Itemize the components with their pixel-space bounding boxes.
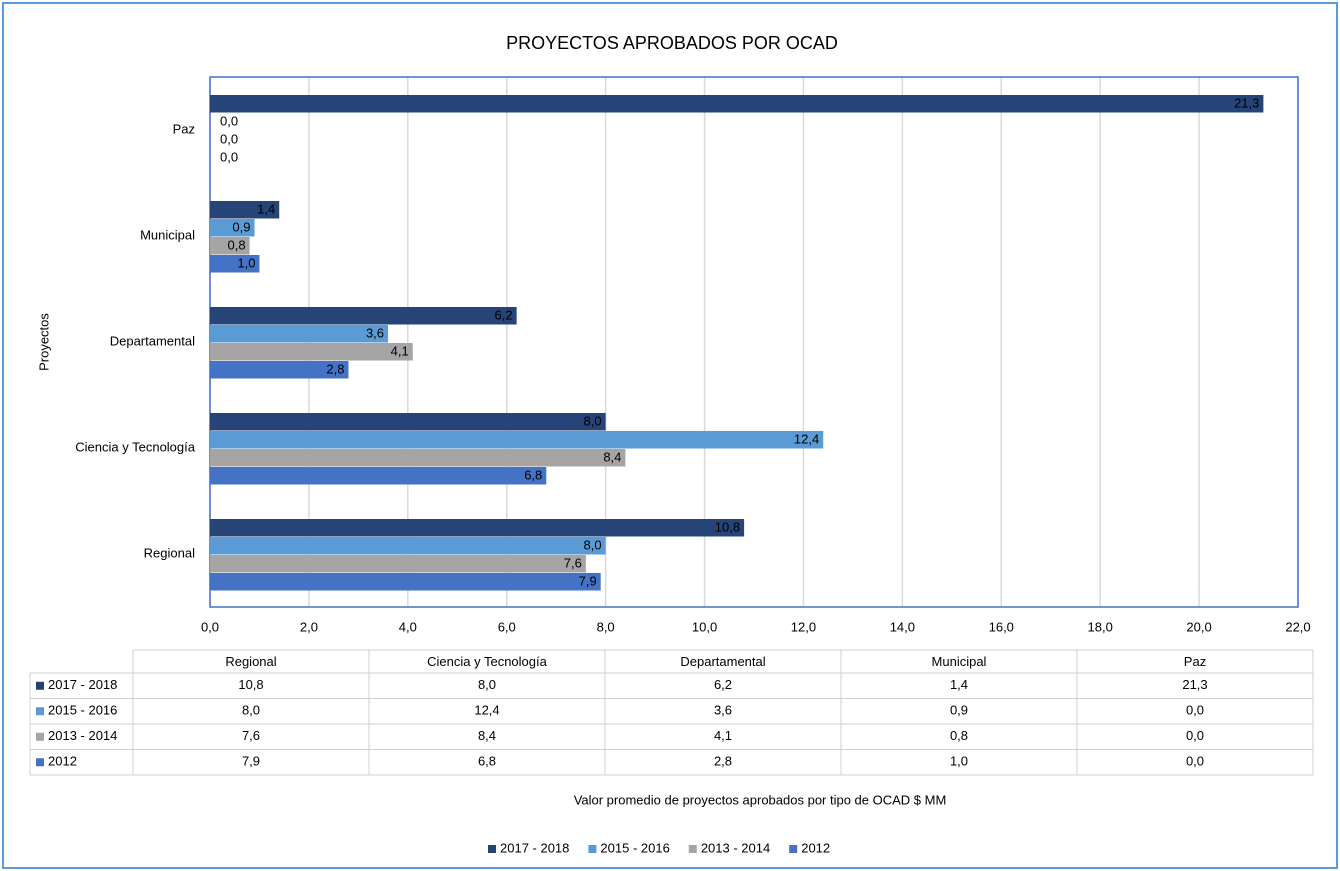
- legend-key: [488, 845, 496, 853]
- table-header: Ciencia y Tecnología: [427, 654, 547, 669]
- bar: [210, 95, 1264, 113]
- bar: [210, 255, 260, 273]
- data-label: 6,8: [524, 467, 542, 482]
- chart-title: PROYECTOS APROBADOS POR OCAD: [506, 33, 838, 53]
- table-legend-key: [36, 707, 44, 716]
- table-cell: 6,8: [478, 754, 496, 769]
- table-cell: 6,2: [714, 677, 732, 692]
- legend-label: 2017 - 2018: [500, 840, 569, 855]
- legend-label: 2015 - 2016: [600, 840, 669, 855]
- table-cell: 21,3: [1182, 677, 1207, 692]
- data-label: 0,0: [220, 131, 238, 146]
- legend-label: 2012: [801, 840, 830, 855]
- legend-key: [688, 845, 697, 853]
- table-cell: 4,1: [714, 728, 732, 743]
- table-cell: 8,0: [242, 703, 260, 718]
- legend-key: [789, 845, 798, 853]
- bar: [210, 343, 413, 361]
- table-legend-key: [36, 681, 44, 690]
- table-cell: 8,0: [478, 677, 496, 692]
- data-label: 1,0: [237, 255, 255, 270]
- data-label: 8,0: [584, 413, 602, 428]
- bar: [210, 519, 745, 537]
- table-cell: 0,0: [1186, 703, 1204, 718]
- table-cell: 7,9: [242, 754, 260, 769]
- table-cell: 10,8: [238, 677, 263, 692]
- table-row-label: 2017 - 2018: [48, 677, 117, 692]
- table-legend-key: [36, 758, 44, 767]
- bar: [210, 467, 547, 485]
- legend-key: [588, 845, 597, 853]
- table-cell: 1,4: [950, 677, 968, 692]
- bar: [210, 431, 824, 449]
- x-tick-label: 12,0: [791, 619, 816, 634]
- bar: [210, 201, 280, 219]
- bar: [210, 449, 626, 467]
- table-cell: 8,4: [478, 728, 496, 743]
- y-tick-label: Regional: [144, 545, 195, 560]
- x-tick-label: 8,0: [597, 619, 615, 634]
- x-tick-label: 22,0: [1285, 619, 1310, 634]
- y-tick-label: Ciencia y Tecnología: [75, 439, 195, 454]
- table-row-label: 2015 - 2016: [48, 703, 117, 718]
- table-row-label: 2013 - 2014: [48, 728, 117, 743]
- table-cell: 0,0: [1186, 728, 1204, 743]
- data-label: 12,4: [794, 431, 819, 446]
- table-cell: 12,4: [474, 703, 499, 718]
- data-label: 0,8: [227, 237, 245, 252]
- bar: [210, 573, 601, 591]
- bar: [210, 219, 255, 237]
- x-tick-label: 6,0: [498, 619, 516, 634]
- data-label: 2,8: [326, 361, 344, 376]
- x-tick-label: 20,0: [1186, 619, 1211, 634]
- table-cell: 2,8: [714, 754, 732, 769]
- y-tick-label: Paz: [173, 121, 195, 136]
- table-header: Departamental: [680, 654, 765, 669]
- table-cell: 0,0: [1186, 754, 1204, 769]
- table-cell: 3,6: [714, 703, 732, 718]
- data-label: 1,4: [257, 201, 275, 216]
- data-label: 0,0: [220, 113, 238, 128]
- x-axis-title: Valor promedio de proyectos aprobados po…: [574, 792, 947, 807]
- table-row-label: 2012: [48, 754, 77, 769]
- data-label: 21,3: [1234, 95, 1259, 110]
- x-tick-label: 4,0: [399, 619, 417, 634]
- bar: [210, 325, 389, 343]
- bar: [210, 361, 349, 379]
- y-tick-label: Municipal: [140, 227, 195, 242]
- data-label: 6,2: [495, 307, 513, 322]
- y-tick-label: Departamental: [110, 333, 195, 348]
- bar: [210, 237, 250, 255]
- bar: [210, 537, 606, 555]
- bar: [210, 555, 586, 573]
- table-legend-key: [36, 732, 44, 741]
- data-label: 7,6: [564, 555, 582, 570]
- data-label: 8,0: [584, 537, 602, 552]
- table-header: Regional: [225, 654, 276, 669]
- y-axis-title: Proyectos: [36, 313, 51, 371]
- data-label: 10,8: [715, 519, 740, 534]
- data-label: 0,0: [220, 149, 238, 164]
- legend-label: 2013 - 2014: [701, 840, 770, 855]
- table-header: Municipal: [932, 654, 987, 669]
- x-tick-label: 16,0: [989, 619, 1014, 634]
- table-cell: 7,6: [242, 728, 260, 743]
- x-tick-label: 14,0: [890, 619, 915, 634]
- x-tick-label: 0,0: [201, 619, 219, 634]
- table-cell: 1,0: [950, 754, 968, 769]
- data-label: 3,6: [366, 325, 384, 340]
- data-label: 4,1: [391, 343, 409, 358]
- table-cell: 0,8: [950, 728, 968, 743]
- data-label: 7,9: [579, 573, 597, 588]
- x-tick-label: 2,0: [300, 619, 318, 634]
- table-cell: 0,9: [950, 703, 968, 718]
- data-label: 8,4: [603, 449, 621, 464]
- data-label: 0,9: [232, 219, 250, 234]
- bar: [210, 413, 606, 431]
- x-tick-label: 10,0: [692, 619, 717, 634]
- table-header: Paz: [1184, 654, 1206, 669]
- bar: [210, 307, 517, 325]
- x-tick-label: 18,0: [1088, 619, 1113, 634]
